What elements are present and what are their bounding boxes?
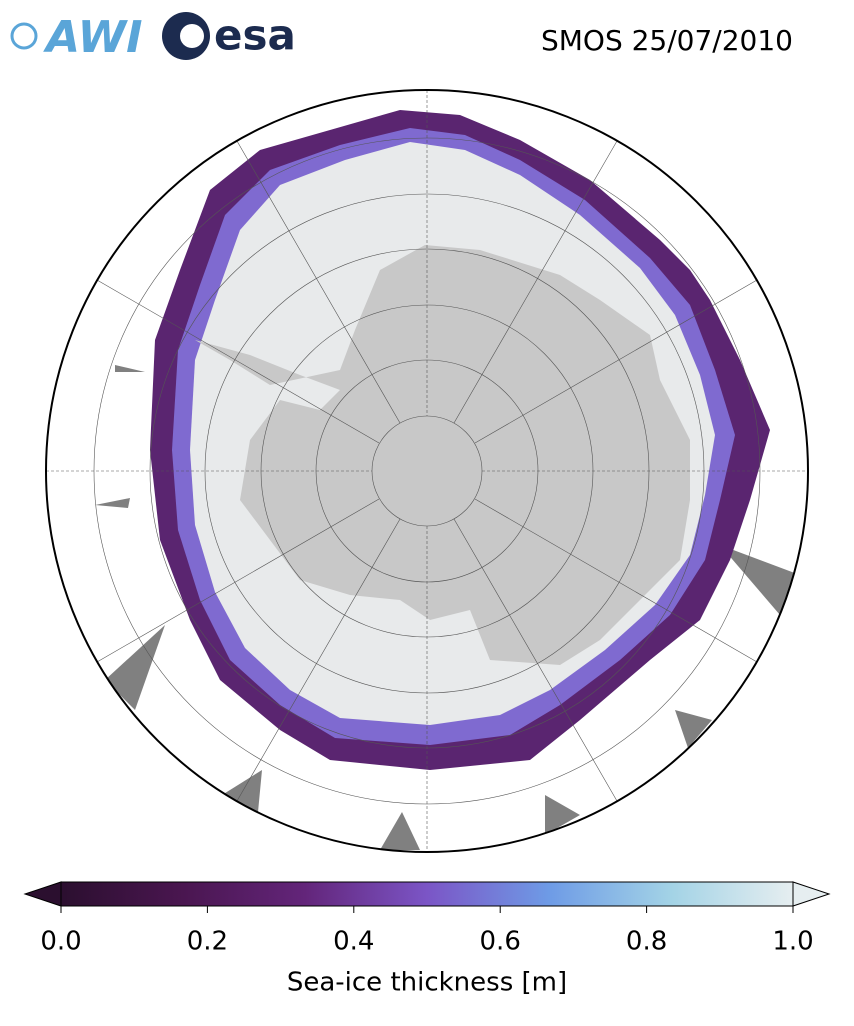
colorbar-tick-label: 0.4	[333, 927, 374, 957]
title: SMOS 25/07/2010	[541, 24, 793, 57]
colorbar-label: Sea-ice thickness [m]	[287, 968, 567, 998]
colorbar-bar	[60, 881, 794, 907]
colorbar-extend-low	[23, 881, 62, 907]
graticule	[46, 90, 808, 852]
colorbar-extend-high	[792, 881, 831, 907]
esa-logo-text: esa	[214, 11, 296, 60]
antarctica	[195, 245, 690, 665]
map-frame	[45, 89, 809, 853]
awi-logo: AWI	[10, 12, 143, 63]
colorbar-tick-label: 0.2	[187, 927, 228, 957]
esa-logo: esa	[162, 11, 296, 60]
colorbar-tick-label: 0.0	[40, 927, 81, 957]
colorbar-tick-label: 1.0	[772, 927, 813, 957]
colorbar-tick-label: 0.8	[626, 927, 667, 957]
awi-logo-text: AWI	[43, 12, 143, 63]
colorbar-tick-label: 0.6	[480, 927, 521, 957]
map	[46, 90, 808, 852]
other-land	[95, 365, 800, 850]
colorbar	[23, 881, 831, 913]
